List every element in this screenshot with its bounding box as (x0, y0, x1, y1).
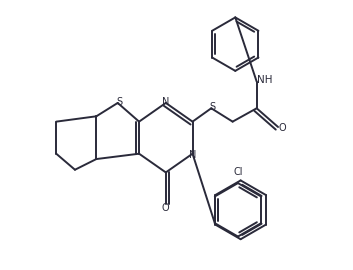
Text: S: S (210, 102, 216, 112)
Text: Cl: Cl (233, 167, 243, 177)
Text: N: N (162, 97, 169, 107)
Text: O: O (278, 123, 286, 133)
Text: O: O (162, 204, 170, 214)
Text: S: S (116, 97, 122, 107)
Text: N: N (189, 150, 196, 160)
Text: NH: NH (257, 75, 273, 85)
